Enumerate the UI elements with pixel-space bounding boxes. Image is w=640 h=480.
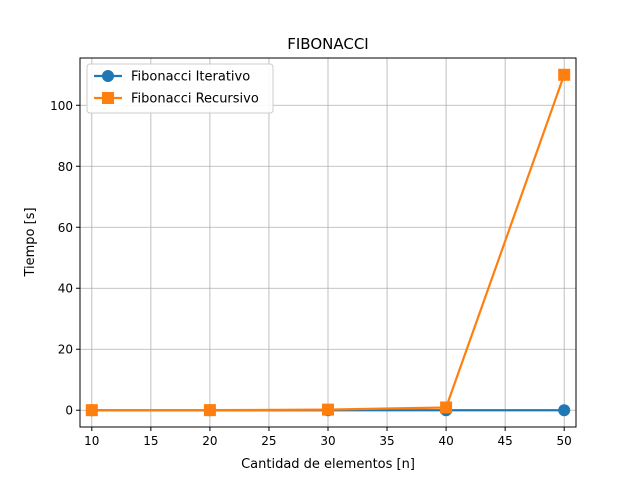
- legend: Fibonacci Iterativo Fibonacci Recursivo: [86, 63, 274, 114]
- y-axis-label: Tiempo [s]: [23, 207, 38, 277]
- chart-title: FIBONACCI: [287, 35, 368, 53]
- y-tick-label-60: 60: [58, 221, 73, 235]
- data-point-fibonacci-recursivo-10: [85, 404, 98, 417]
- legend-box: [86, 63, 274, 114]
- x-tick-label-50: 50: [557, 434, 572, 448]
- y-tick-label-0: 0: [65, 404, 73, 418]
- legend-marker-iterativo: [102, 70, 114, 82]
- y-tick-label-40: 40: [58, 282, 73, 296]
- legend-marker-recursivo: [102, 92, 114, 104]
- x-tick-label-30: 30: [320, 434, 335, 448]
- x-tick-label-10: 10: [84, 434, 99, 448]
- tick-layer: 10 15 20 25 30 35 40 45 50 0 20 40 60 80 100: [50, 99, 572, 448]
- legend-label-recursivo: Fibonacci Recursivo: [131, 92, 259, 107]
- data-point-fibonacci-recursivo-50: [558, 68, 571, 81]
- data-point-fibonacci-iterativo-50: [558, 404, 571, 417]
- x-tick-label-20: 20: [202, 434, 217, 448]
- y-tick-label-100: 100: [50, 99, 73, 113]
- x-tick-label-40: 40: [438, 434, 453, 448]
- x-tick-label-45: 45: [498, 434, 513, 448]
- x-tick-label-35: 35: [379, 434, 394, 448]
- data-point-fibonacci-recursivo-20: [203, 404, 216, 417]
- legend-label-iterativo: Fibonacci Iterativo: [131, 70, 250, 85]
- y-tick-label-80: 80: [58, 160, 73, 174]
- y-tick-label-20: 20: [58, 343, 73, 357]
- series-layer: [85, 68, 571, 417]
- x-tick-label-25: 25: [261, 434, 276, 448]
- x-axis-label: Cantidad de elementos [n]: [241, 457, 415, 472]
- x-tick-label-15: 15: [143, 434, 158, 448]
- data-point-fibonacci-recursivo-40: [440, 401, 453, 414]
- data-point-fibonacci-recursivo-30: [322, 403, 334, 416]
